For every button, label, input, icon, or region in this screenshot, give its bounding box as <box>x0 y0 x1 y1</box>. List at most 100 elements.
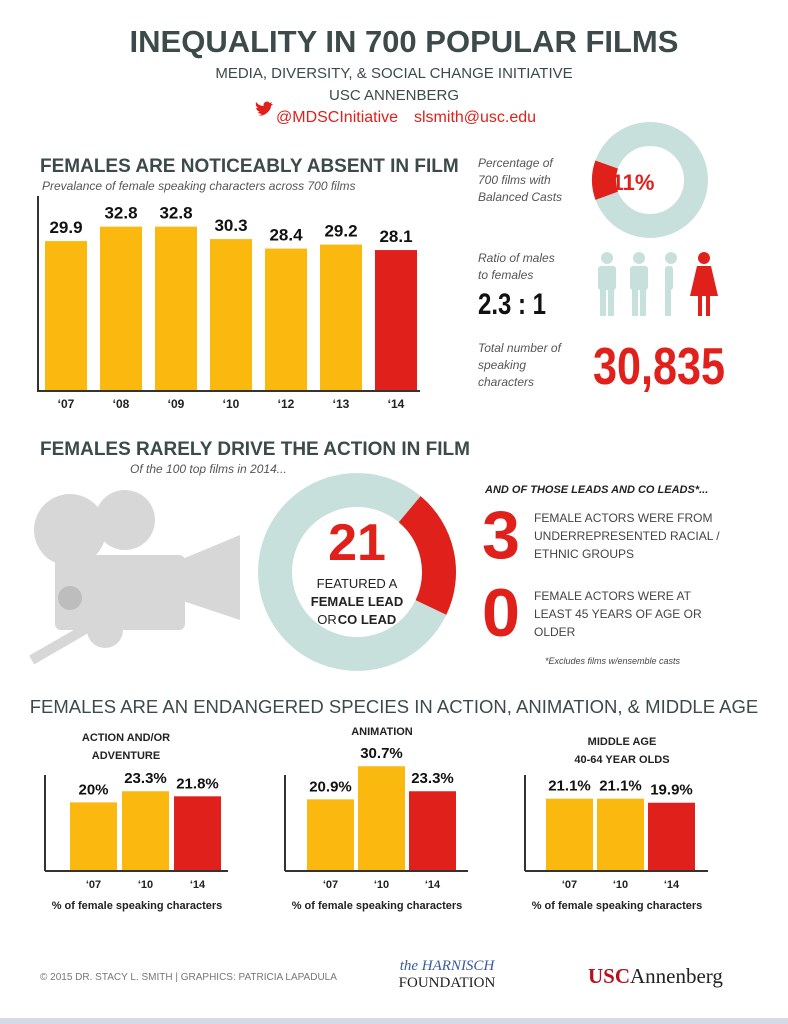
x-tick-label: ‘07 <box>58 397 75 411</box>
bar <box>174 796 221 870</box>
title: INEQUALITY IN 700 POPULAR FILMS <box>130 24 679 59</box>
value-label: 28.4 <box>269 226 303 245</box>
lead-number: 0 <box>482 575 520 651</box>
chart-title: 40-64 YEAR OLDS <box>574 754 669 766</box>
x-tick-label: ‘14 <box>388 397 405 411</box>
chart-title: ACTION AND/OR <box>82 732 170 744</box>
bar <box>122 791 169 870</box>
x-tick-label: ‘07 <box>562 879 577 891</box>
bar <box>265 248 307 390</box>
bar <box>597 798 644 870</box>
value-label: 32.8 <box>104 204 137 223</box>
stat-label: Total number of <box>478 341 563 355</box>
logo: FOUNDATION <box>399 975 496 991</box>
org: USC ANNENBERG <box>329 87 459 104</box>
bar <box>409 791 456 870</box>
value-label: 21 <box>328 514 386 572</box>
logo: USC <box>588 964 630 988</box>
x-tick-label: ‘10 <box>374 879 389 891</box>
x-tick-label: ‘10 <box>613 879 628 891</box>
section-title: FEMALES ARE NOTICEABLY ABSENT IN FILM <box>40 156 459 177</box>
bar <box>45 241 87 390</box>
x-tick-label: ‘07 <box>323 879 338 891</box>
value-label: 23.3% <box>124 770 167 787</box>
stat-label: Percentage of <box>478 156 554 170</box>
value-label: 30.3 <box>214 216 247 235</box>
stat-label: 700 films with <box>478 173 551 187</box>
value-label: 30.7% <box>360 745 403 762</box>
bar <box>375 250 417 390</box>
donut-text: FEMALE LEAD <box>311 594 403 609</box>
leads-heading: AND OF THOSE LEADS AND CO LEADS*... <box>484 484 708 496</box>
ratio: 2.3 : 1 <box>478 288 546 321</box>
stat-label: to females <box>478 268 533 282</box>
donut-text: FEATURED A <box>317 576 398 591</box>
lead-text: FEMALE ACTORS WERE FROM <box>534 511 712 525</box>
x-tick-label: ‘12 <box>278 397 295 411</box>
subtitle: MEDIA, DIVERSITY, & SOCIAL CHANGE INITIA… <box>215 65 572 82</box>
x-tick-label: ‘09 <box>168 397 185 411</box>
value-label: 32.8 <box>159 204 192 223</box>
x-tick-label: ‘08 <box>113 397 130 411</box>
donut-text: CO LEAD <box>338 612 397 627</box>
bar <box>307 799 354 870</box>
lead-text: OLDER <box>534 625 576 639</box>
lead-text: UNDERREPRESENTED RACIAL / <box>534 529 720 543</box>
x-tick-label: ‘10 <box>223 397 240 411</box>
value-label: 23.3% <box>411 770 454 787</box>
chart-title: MIDDLE AGE <box>588 736 657 748</box>
value-label: 20% <box>78 781 108 798</box>
bottom-band <box>0 1018 788 1024</box>
bar <box>155 226 197 390</box>
x-axis-label: % of female speaking characters <box>52 900 223 912</box>
section-subtitle: Prevalance of female speaking characters… <box>42 179 355 193</box>
value-label: 11% <box>612 170 655 195</box>
camera-icon <box>29 490 240 665</box>
chart-title: ADVENTURE <box>92 750 160 762</box>
total: 30,835 <box>593 338 725 396</box>
value-label: 21.1% <box>599 778 642 795</box>
note: *Excludes films w/ensemble casts <box>545 656 681 666</box>
donut-slice <box>592 160 619 200</box>
x-tick-label: ‘14 <box>425 879 441 891</box>
value-label: 21.8% <box>176 775 219 792</box>
twitter: @MDSCInitiative <box>276 109 398 126</box>
bar <box>100 226 142 390</box>
x-tick-label: ‘13 <box>333 397 350 411</box>
value-label: 29.9 <box>49 218 82 237</box>
bar <box>210 239 252 390</box>
lead-text: LEAST 45 YEARS OF AGE OR <box>534 607 702 621</box>
stat-label: Balanced Casts <box>478 190 562 204</box>
chart-title: ANIMATION <box>351 726 413 738</box>
bar <box>546 798 593 870</box>
section-title: FEMALES RARELY DRIVE THE ACTION IN FILM <box>40 439 470 460</box>
value-label: 20.9% <box>309 778 352 795</box>
bar <box>320 244 362 390</box>
bar <box>358 766 405 870</box>
male-icons <box>598 252 677 316</box>
value-label: 19.9% <box>650 782 693 799</box>
lead-text: FEMALE ACTORS WERE AT <box>534 589 692 603</box>
twitter-icon <box>255 101 273 116</box>
section-subtitle: Of the 100 top films in 2014... <box>130 462 287 476</box>
section-title: FEMALES ARE AN ENDANGERED SPECIES IN ACT… <box>30 696 759 717</box>
donut-text: OR <box>317 612 337 627</box>
value-label: 29.2 <box>324 222 357 241</box>
value-label: 21.1% <box>548 778 591 795</box>
stat-label: Ratio of males <box>478 251 555 265</box>
bar <box>70 802 117 870</box>
logo: the HARNISCH <box>400 958 496 974</box>
value-label: 28.1 <box>379 227 412 246</box>
lead-text: ETHNIC GROUPS <box>534 547 634 561</box>
bar <box>648 802 695 870</box>
email: slsmith@usc.edu <box>414 109 536 126</box>
x-axis-label: % of female speaking characters <box>292 900 463 912</box>
x-tick-label: ‘07 <box>86 879 101 891</box>
female-icon <box>690 252 718 316</box>
x-axis-label: % of female speaking characters <box>532 900 703 912</box>
x-tick-label: ‘14 <box>190 879 206 891</box>
logo: Annenberg <box>630 964 723 988</box>
x-tick-label: ‘10 <box>138 879 153 891</box>
lead-number: 3 <box>482 497 520 573</box>
